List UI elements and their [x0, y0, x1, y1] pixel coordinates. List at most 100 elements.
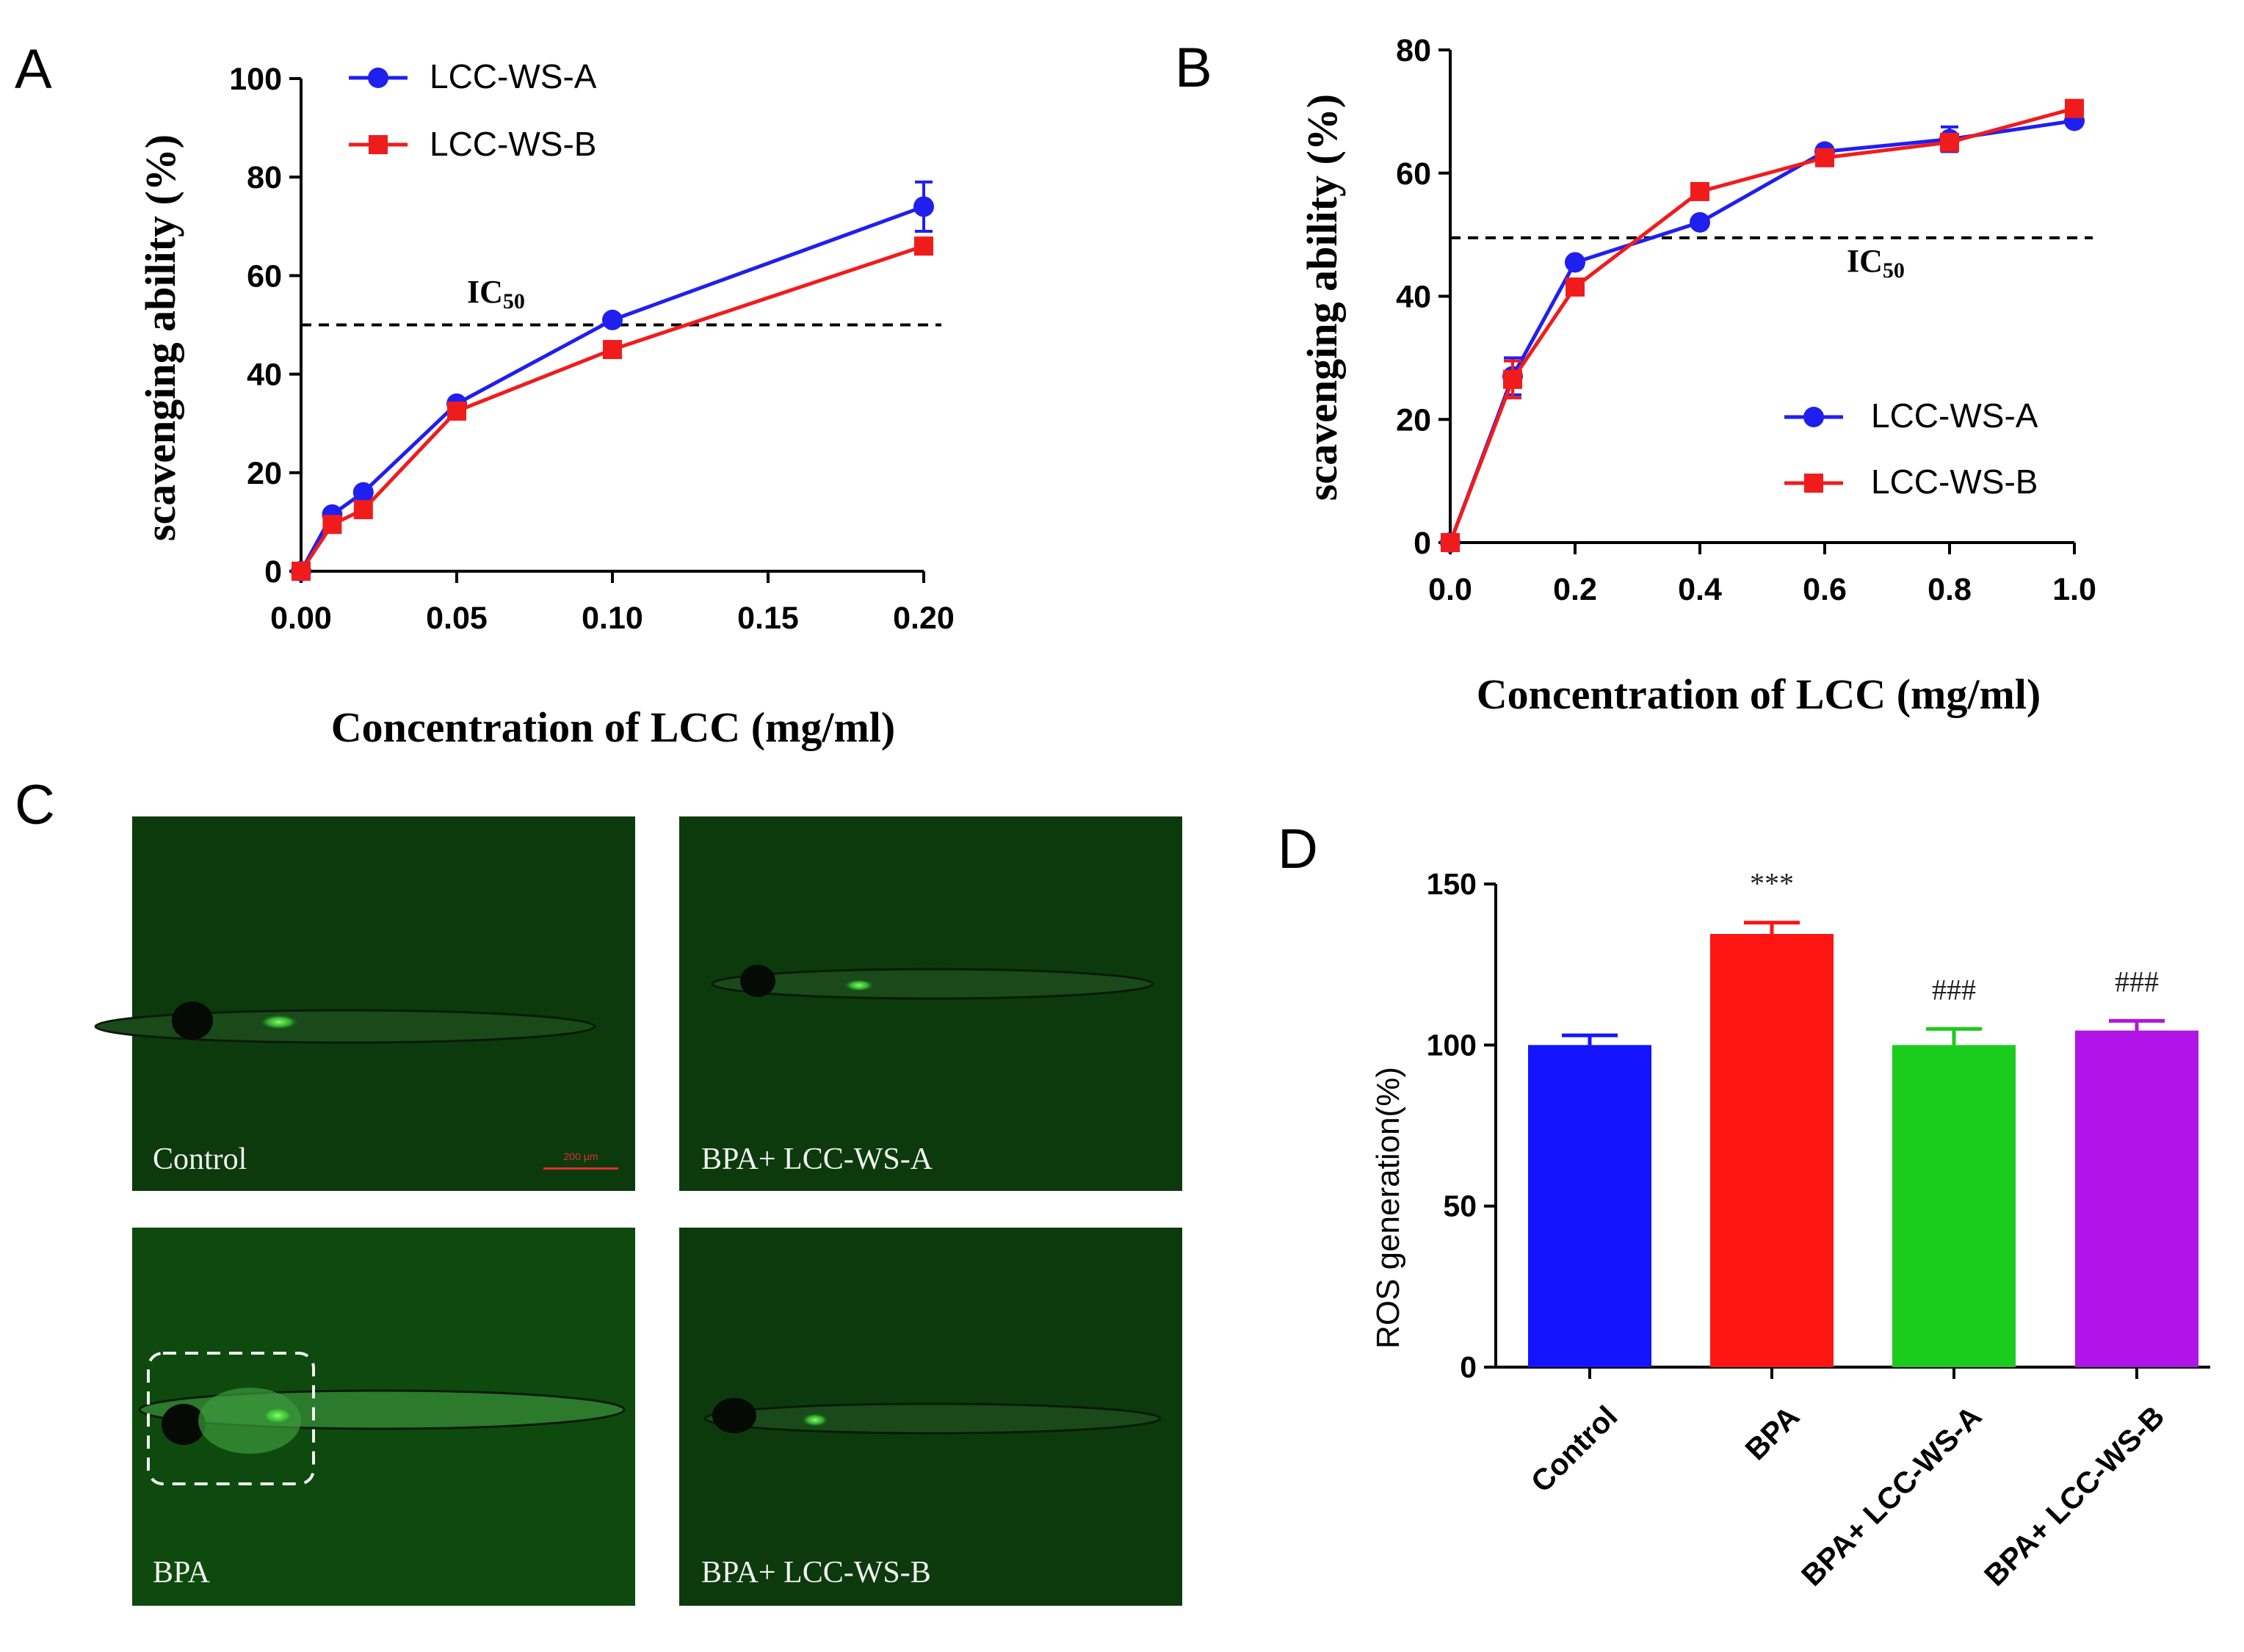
panel-letter-c: C: [15, 774, 55, 836]
x-tick-label: 0.8: [1928, 572, 1972, 607]
data-point: [1441, 533, 1460, 552]
chart-b-legend-label-a: LCC-WS-A: [1871, 396, 2038, 435]
y-tick-label: 100: [229, 62, 282, 97]
significance-marker: ***: [1750, 867, 1794, 900]
data-point: [602, 309, 623, 330]
y-tick-label: 40: [247, 358, 282, 393]
zebrafish-larva-eye: [162, 1404, 206, 1445]
image-bpa-label: BPA: [153, 1556, 211, 1590]
bar: [1710, 933, 1834, 1367]
fluorescence-spot: [802, 1413, 828, 1427]
data-point: [1940, 132, 1959, 152]
data-point: [322, 515, 342, 535]
significance-marker: ###: [2115, 965, 2159, 998]
y-tick-label: 20: [1396, 402, 1431, 438]
fluorescence-region: [198, 1388, 301, 1454]
panel-letter-b: B: [1175, 37, 1212, 99]
image-bpa-ws-b: BPA+ LCC-WS-B: [679, 1228, 1182, 1606]
y-tick-label: 100: [1427, 1028, 1477, 1062]
image-control-label: Control: [153, 1142, 247, 1176]
x-tick-label: 0.00: [270, 601, 332, 636]
chart-d: ROS generation(%) 0 50 100 150 Control BPA ***…: [1370, 867, 2210, 1593]
y-tick-label: 0: [264, 554, 282, 590]
image-control-bg: [132, 816, 635, 1191]
y-tick-label: 0: [1414, 526, 1431, 561]
x-tick-label: Control: [1524, 1399, 1624, 1499]
data-point: [1566, 277, 1585, 297]
panel-c-images: 200 μm Control BPA+ LCC-WS-A BPA BPA+ LC…: [94, 816, 1182, 1606]
chart-b-xlabel: Concentration of LCC (mg/ml): [1477, 670, 2041, 718]
data-point: [2065, 98, 2084, 118]
image-bpa-ws-b-label: BPA+ LCC-WS-B: [701, 1556, 931, 1590]
data-point: [352, 482, 374, 503]
image-bpa: BPA: [132, 1228, 635, 1606]
legend-marker: [368, 68, 388, 88]
chart-a-legend-label-a: LCC-WS-A: [430, 57, 597, 95]
significance-marker: ###: [1932, 973, 1976, 1006]
x-tick-label: 0.15: [737, 601, 799, 636]
x-tick-label: 0.10: [582, 601, 643, 636]
x-tick-label: 0.2: [1553, 572, 1597, 607]
x-tick-label: BPA+ LCC-WS-A: [1795, 1399, 1988, 1593]
data-point: [1503, 369, 1522, 389]
x-tick-label: 0.20: [893, 601, 955, 636]
zebrafish-larva-eye: [172, 1001, 213, 1040]
chart-a: scavenging ability (%) Concentration of …: [137, 57, 955, 751]
zebrafish-larva-body: [703, 1402, 1162, 1435]
image-bpa-ws-a-label: BPA+ LCC-WS-A: [701, 1142, 933, 1176]
x-tick-label: 0.4: [1678, 572, 1722, 607]
y-tick-label: 80: [1396, 33, 1431, 68]
image-control: 200 μm Control: [94, 816, 635, 1191]
fluorescence-spot: [261, 1407, 294, 1424]
x-tick-label: 0.6: [1803, 572, 1847, 607]
data-point: [603, 340, 622, 360]
y-tick-label: 50: [1443, 1189, 1477, 1223]
legend-marker: [369, 135, 388, 154]
zebrafish-larva-body: [94, 1009, 596, 1044]
y-tick-label: 0: [1460, 1350, 1477, 1384]
fluorescence-spot: [844, 979, 874, 991]
x-tick-label: BPA+ LCC-WS-B: [1977, 1399, 2171, 1593]
data-point: [913, 196, 934, 217]
x-tick-label: BPA: [1739, 1399, 1806, 1467]
scale-bar: [543, 1167, 618, 1170]
chart-b-ic50-label: IC50: [1847, 243, 1905, 283]
y-tick-label: 60: [247, 258, 282, 294]
data-point: [447, 401, 466, 421]
data-point: [1690, 181, 1709, 201]
chart-a-ylabel: scavenging ability (%): [137, 134, 184, 541]
chart-a-xlabel: Concentration of LCC (mg/ml): [331, 703, 895, 751]
chart-b-ylabel: scavenging ability (%): [1298, 94, 1346, 501]
y-tick-label: 80: [247, 160, 282, 195]
panel-letter-a: A: [15, 38, 52, 101]
legend-marker: [1804, 474, 1823, 493]
series-line: [299, 205, 924, 573]
x-tick-label: 1.0: [2052, 572, 2096, 607]
image-bpa-ws-a-bg: [679, 816, 1182, 1191]
bar: [1528, 1045, 1651, 1367]
y-tick-label: 20: [247, 456, 282, 491]
data-point: [914, 236, 933, 256]
zebrafish-larva-body: [711, 968, 1154, 1000]
y-tick-label: 60: [1396, 156, 1431, 192]
data-point: [1690, 211, 1710, 233]
chart-a-ic50-label: IC50: [467, 274, 525, 314]
bar: [1892, 1045, 2016, 1367]
chart-d-ylabel: ROS generation(%): [1370, 1067, 1406, 1349]
x-tick-label: 0.0: [1428, 572, 1472, 607]
y-tick-label: 150: [1427, 867, 1477, 901]
data-point: [1565, 252, 1585, 273]
panel-letter-d: D: [1278, 818, 1318, 880]
y-tick-label: 40: [1396, 280, 1431, 315]
image-bpa-ws-a: BPA+ LCC-WS-A: [679, 816, 1182, 1191]
scale-bar-label: 200 μm: [564, 1151, 598, 1162]
legend-marker: [1803, 407, 1824, 427]
x-tick-label: 0.05: [426, 601, 488, 636]
data-point: [353, 500, 373, 520]
chart-b: scavenging ability (%) Concentration of …: [1298, 33, 2096, 718]
highlight-box: [147, 1352, 315, 1485]
zebrafish-larva-eye: [712, 1398, 756, 1433]
bar: [2075, 1030, 2198, 1367]
chart-b-legend-label-b: LCC-WS-B: [1871, 463, 2038, 501]
